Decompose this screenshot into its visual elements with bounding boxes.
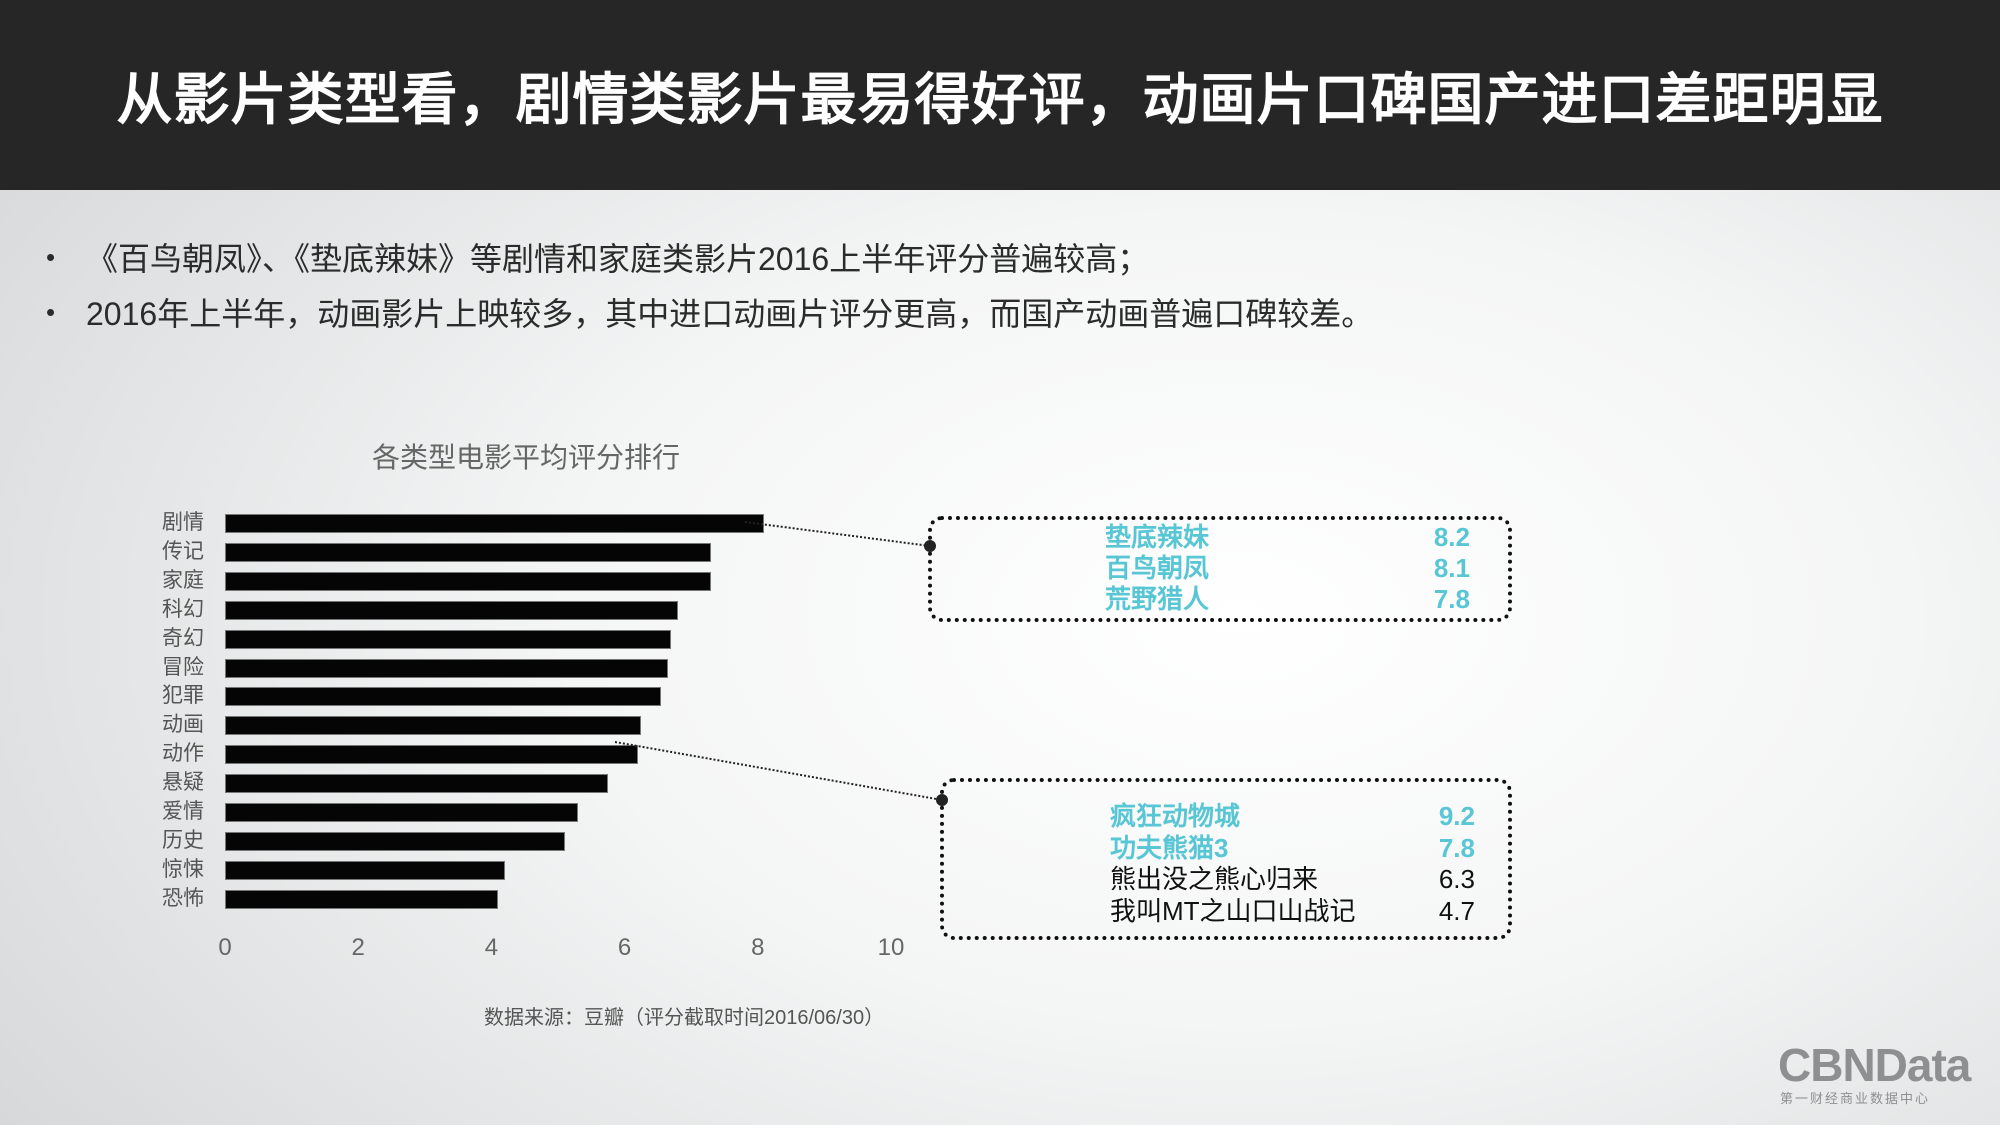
connector-line-drama — [744, 521, 931, 547]
film-score: 7.8 — [1433, 584, 1470, 614]
logo-subtext: 第一财经商业数据中心 — [1780, 1091, 1931, 1106]
film-name: 荒野猎人 — [1105, 584, 1210, 614]
category-label: 恐怖 — [162, 886, 204, 910]
bar-恐怖 — [225, 889, 499, 909]
film-name: 我叫MT之山口山战记 — [1110, 895, 1356, 926]
bullet-text: 2016年上半年，动画影片上映较多，其中进口动画片评分更高，而国产动画普遍口碑较… — [86, 296, 1374, 332]
bar-历史 — [225, 831, 565, 851]
x-tick-label: 0 — [218, 934, 232, 961]
bar-剧情 — [225, 514, 765, 533]
x-tick-label: 4 — [484, 934, 499, 961]
callout-item: 垫底辣妹 8.2 — [1105, 522, 1470, 552]
callout-dot — [936, 794, 948, 806]
bullet-dot: • — [46, 296, 56, 327]
film-name: 百鸟朝凤 — [1105, 553, 1210, 583]
category-label: 犯罪 — [162, 684, 204, 708]
connector-line-animation — [614, 741, 943, 801]
film-name: 熊出没之熊心归来 — [1110, 864, 1319, 894]
bullet-dot: • — [46, 241, 56, 272]
bar-家庭 — [225, 571, 712, 591]
callout-item: 百鸟朝凤 8.1 — [1105, 553, 1470, 583]
x-tick-label: 8 — [751, 934, 765, 961]
film-score: 7.8 — [1438, 832, 1475, 863]
film-score: 8.2 — [1433, 522, 1470, 552]
callout-box-drama — [928, 516, 1512, 622]
film-name: 垫底辣妹 — [1105, 522, 1210, 552]
cbndata-logo: CBNData 第一财经商业数据中心 — [1778, 1039, 1971, 1107]
bullet-item: • 2016年上半年，动画影片上映较多，其中进口动画片评分更高，而国产动画普遍口碑… — [46, 289, 1373, 335]
header-bar: 从影片类型看，剧情类影片最易得好评，动画片口碑国产进口差距明显 — [0, 0, 2000, 190]
callout-item: 疯狂动物城 9.2 — [1110, 801, 1475, 831]
callout-item: 熊出没之熊心归来 6.3 — [1110, 864, 1475, 894]
bar-动画 — [225, 716, 642, 736]
bar-冒险 — [225, 658, 668, 678]
x-tick-label: 6 — [617, 934, 632, 961]
category-label: 剧情 — [162, 511, 204, 534]
film-score: 8.1 — [1433, 553, 1470, 583]
category-label: 传记 — [162, 539, 204, 563]
category-label: 科幻 — [162, 597, 204, 621]
film-name: 疯狂动物城 — [1110, 801, 1241, 831]
film-score: 9.2 — [1438, 801, 1475, 831]
film-score: 4.7 — [1438, 895, 1475, 926]
callout-dot — [924, 540, 936, 552]
category-label: 爱情 — [162, 800, 204, 823]
bullet-text: 《百鸟朝凤》、《垫底辣妹》等剧情和家庭类影片2016上半年评分普遍较高； — [86, 241, 1150, 277]
category-label: 奇幻 — [162, 626, 204, 650]
category-label: 动画 — [162, 713, 204, 737]
logo-text: CBNData — [1778, 1039, 1971, 1091]
category-label: 历史 — [162, 828, 204, 852]
data-source-note: 数据来源：豆瓣（评分截取时间2016/06/30） — [484, 1007, 885, 1029]
category-label: 惊悚 — [162, 857, 204, 881]
category-label: 动作 — [162, 742, 204, 766]
category-label: 悬疑 — [162, 771, 204, 795]
bullet-item: • 《百鸟朝凤》、《垫底辣妹》等剧情和家庭类影片2016上半年评分普遍较高； — [46, 234, 1149, 280]
callout-item: 荒野猎人 7.8 — [1105, 584, 1470, 614]
bar-奇幻 — [225, 629, 672, 649]
bar-惊悚 — [225, 860, 505, 880]
x-tick-label: 2 — [351, 934, 365, 961]
bar-传记 — [225, 542, 712, 562]
callout-item: 功夫熊猫3 7.8 — [1110, 832, 1475, 863]
film-name: 功夫熊猫3 — [1110, 832, 1229, 863]
bar-悬疑 — [225, 774, 608, 794]
bar-动作 — [225, 745, 638, 765]
page-title: 从影片类型看，剧情类影片最易得好评，动画片口碑国产进口差距明显 — [116, 67, 1884, 131]
bar-爱情 — [225, 803, 578, 822]
bar-犯罪 — [225, 687, 662, 707]
film-score: 6.3 — [1438, 864, 1475, 894]
category-label: 家庭 — [162, 568, 204, 592]
callout-box-animation — [940, 778, 1512, 940]
bar-科幻 — [225, 600, 678, 620]
x-tick-label: 10 — [877, 934, 905, 961]
category-label: 冒险 — [162, 655, 204, 679]
chart-title: 各类型电影平均评分排行 — [372, 442, 681, 473]
callout-item: 我叫MT之山口山战记 4.7 — [1110, 895, 1475, 926]
